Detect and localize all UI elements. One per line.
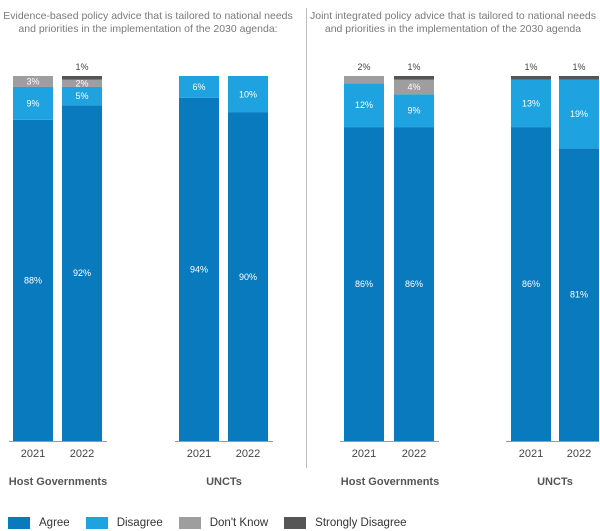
year-tick-label: 2021 xyxy=(352,448,376,460)
bar-segment xyxy=(559,148,599,441)
bar-segment xyxy=(13,119,53,442)
year-tick-label: 2021 xyxy=(187,448,211,460)
bar-segment xyxy=(511,76,551,80)
bar-segment xyxy=(13,76,53,87)
data-label: 2% xyxy=(357,62,370,72)
data-label: 94% xyxy=(190,264,208,274)
data-label: 3% xyxy=(26,76,39,86)
legend-label: Don't Know xyxy=(209,517,269,529)
bar-segment xyxy=(62,105,102,441)
bar-segment xyxy=(344,83,384,128)
legend-item-agree: Agree xyxy=(8,517,70,529)
data-label: 1% xyxy=(524,62,537,72)
legend-label: Disagree xyxy=(116,517,163,529)
data-label: 1% xyxy=(572,62,585,72)
legend-label: Agree xyxy=(39,517,70,529)
data-label: 10% xyxy=(239,89,257,99)
group-label: Host Governments xyxy=(340,476,440,488)
data-label: 1% xyxy=(407,62,420,72)
bar-segment xyxy=(344,127,384,441)
bar-segment xyxy=(394,94,434,128)
bar-segment xyxy=(13,86,53,120)
year-tick-label: 2022 xyxy=(567,448,591,460)
data-label: 90% xyxy=(239,272,257,282)
bar-segment xyxy=(394,127,434,441)
legend-swatch xyxy=(284,517,307,529)
bar-segment xyxy=(511,127,551,441)
bar-segment xyxy=(559,76,599,80)
bar-segment xyxy=(344,76,384,84)
data-label: 5% xyxy=(75,91,88,101)
bar-segment xyxy=(62,76,102,80)
legend-item-dont-know: Don't Know xyxy=(178,517,269,529)
panel-title-right: Joint integrated policy advice that is t… xyxy=(309,10,596,35)
data-label: 86% xyxy=(405,279,423,289)
data-label: 9% xyxy=(407,106,420,116)
year-tick-label: 2022 xyxy=(236,448,260,460)
group-label: UNCTs xyxy=(206,476,242,488)
bar-segment xyxy=(511,79,551,128)
year-tick-label: 2021 xyxy=(519,448,543,460)
bar-segment xyxy=(228,112,268,441)
data-label: 86% xyxy=(355,279,373,289)
legend-label: Strongly Disagree xyxy=(315,517,407,529)
legend-swatch xyxy=(85,517,108,529)
data-label: 13% xyxy=(522,98,540,108)
bar-segment xyxy=(228,76,268,113)
chart-legend: Agree Disagree Don't Know Strongly Disag… xyxy=(8,516,423,530)
panel-divider xyxy=(306,8,307,468)
data-label: 4% xyxy=(407,82,420,92)
year-tick-label: 2022 xyxy=(402,448,426,460)
data-label: 6% xyxy=(192,82,205,92)
data-label: 2% xyxy=(75,78,88,88)
bar-segment xyxy=(62,79,102,87)
data-label: 88% xyxy=(24,275,42,285)
legend-swatch xyxy=(8,517,30,529)
panel-title-left: Evidence-based policy advice that is tai… xyxy=(3,10,293,35)
legend-item-disagree: Disagree xyxy=(85,517,163,529)
legend-swatch xyxy=(178,517,201,529)
data-label: 19% xyxy=(570,109,588,119)
data-label: 86% xyxy=(522,279,540,289)
data-label: 1% xyxy=(75,62,88,72)
legend-item-strongly-disagree: Strongly Disagree xyxy=(284,517,407,529)
data-label: 92% xyxy=(73,268,91,278)
bar-segment xyxy=(394,76,434,80)
group-label: Host Governments xyxy=(8,476,108,488)
bar-segment xyxy=(179,76,219,98)
data-label: 9% xyxy=(26,98,39,108)
bar-segment xyxy=(62,86,102,106)
data-label: 12% xyxy=(355,100,373,110)
bar-segment xyxy=(179,97,219,442)
bar-segment xyxy=(559,79,599,149)
year-tick-label: 2021 xyxy=(21,448,45,460)
data-label: 81% xyxy=(570,290,588,300)
year-tick-label: 2022 xyxy=(70,448,94,460)
group-label: UNCTs xyxy=(537,476,573,488)
bar-segment xyxy=(394,79,434,95)
